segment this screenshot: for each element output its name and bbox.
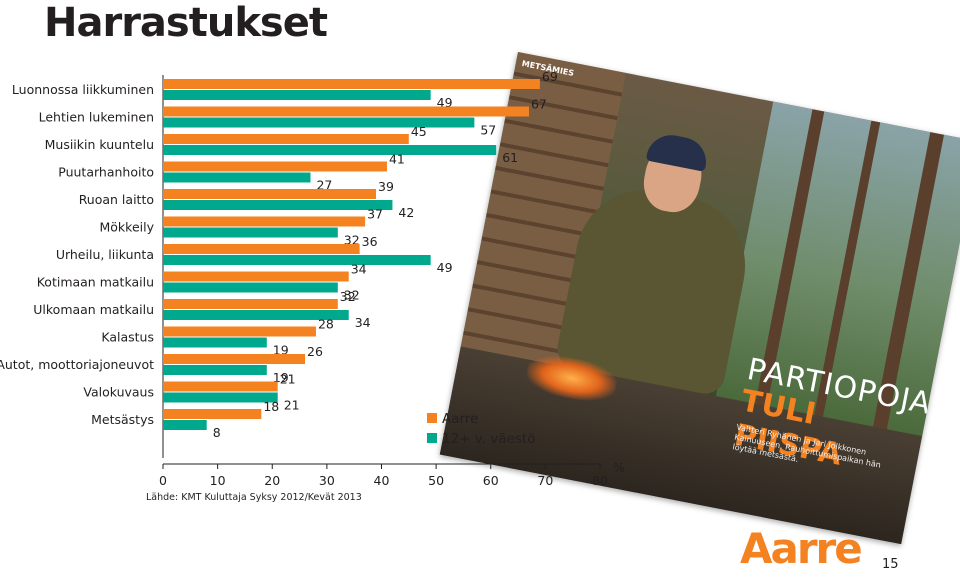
value-label-aarre: 41 (389, 152, 405, 167)
bar-population (163, 172, 311, 183)
category-label: Lehtien lukeminen (39, 110, 154, 125)
bar-aarre (163, 189, 377, 199)
value-label-aarre: 39 (378, 179, 394, 194)
legend-label: Aarre (442, 411, 478, 427)
value-label-population: 27 (316, 178, 332, 193)
value-label-population: 19 (273, 370, 289, 385)
bar-population (163, 282, 338, 293)
x-tick-label: 60 (483, 473, 499, 488)
category-label: Kotimaan matkailu (37, 275, 154, 290)
bar-aarre (163, 79, 540, 89)
bar-aarre (163, 161, 387, 172)
page-title: Harrastukset (44, 0, 328, 46)
x-tick-label: 20 (264, 473, 280, 488)
value-label-population: 42 (398, 205, 414, 220)
value-label-population: 19 (273, 343, 289, 358)
value-label-aarre: 67 (531, 97, 547, 112)
category-label: Mökkeily (100, 220, 155, 235)
category-label: Metsästys (91, 412, 154, 427)
bar-aarre (163, 106, 529, 117)
x-tick-label: 40 (374, 473, 390, 488)
bar-aarre (163, 271, 349, 282)
bar-aarre (163, 299, 338, 309)
x-tick-label: 70 (537, 473, 553, 488)
x-tick-label: 30 (319, 473, 335, 488)
value-label-aarre: 45 (411, 124, 427, 139)
bar-aarre (163, 326, 316, 337)
bar-aarre (163, 409, 262, 419)
bar-population (163, 337, 267, 348)
legend-label: 12+ v. väestö (442, 431, 535, 447)
bar-population (163, 227, 338, 238)
bar-population (163, 145, 497, 155)
bar-population (163, 365, 267, 375)
value-label-population: 61 (502, 150, 518, 165)
category-label: Urheilu, liikunta (56, 247, 154, 262)
value-label-aarre: 26 (307, 344, 323, 359)
x-axis-unit: % (613, 460, 625, 475)
value-label-aarre: 37 (367, 207, 383, 222)
source-note: Lähde: KMT Kuluttaja Syksy 2012/Kevät 20… (146, 492, 362, 503)
category-label: Luonnossa liikkuminen (12, 82, 154, 97)
category-label: Musiikin kuuntelu (45, 137, 154, 152)
value-label-population: 57 (480, 123, 496, 138)
value-label-population: 49 (437, 95, 453, 110)
category-label: Puutarhanhoito (58, 165, 154, 180)
bar-aarre (163, 381, 278, 392)
value-label-population: 8 (213, 425, 221, 440)
category-label: Autot, moottoriajoneuvot (0, 357, 154, 372)
x-tick-label: 80 (592, 473, 608, 488)
page-number: 15 (882, 557, 899, 572)
bar-population (163, 200, 393, 210)
x-tick-label: 0 (159, 473, 167, 488)
value-label-aarre: 32 (340, 289, 356, 304)
legend-swatch (427, 433, 437, 443)
value-label-aarre: 28 (318, 317, 334, 332)
value-label-aarre: 21 (280, 372, 296, 387)
value-label-population: 32 (344, 288, 360, 303)
value-label-population: 49 (437, 260, 453, 275)
bar-population (163, 392, 278, 403)
value-label-aarre: 34 (351, 262, 367, 277)
value-label-population: 34 (355, 315, 371, 330)
x-tick-label: 50 (428, 473, 444, 488)
value-label-population: 32 (344, 233, 360, 248)
value-label-population: 21 (284, 398, 300, 413)
bar-population (163, 90, 431, 100)
brand-logo: Aarre (740, 524, 863, 573)
category-label: Ruoan laitto (79, 192, 154, 207)
x-tick-label: 10 (210, 473, 226, 488)
bar-population (163, 420, 207, 430)
category-label: Valokuvaus (83, 385, 154, 400)
value-label-aarre: 18 (263, 399, 279, 414)
value-label-aarre: 36 (362, 234, 378, 249)
bar-aarre (163, 216, 366, 227)
bar-aarre (163, 244, 360, 254)
bar-population (163, 117, 475, 128)
bar-aarre (163, 354, 306, 364)
value-label-aarre: 69 (542, 69, 558, 84)
bar-population (163, 310, 349, 320)
category-label: Kalastus (101, 330, 154, 345)
bar-population (163, 255, 431, 265)
legend-swatch (427, 413, 437, 423)
category-label: Ulkomaan matkailu (33, 302, 154, 317)
bar-aarre (163, 134, 409, 144)
